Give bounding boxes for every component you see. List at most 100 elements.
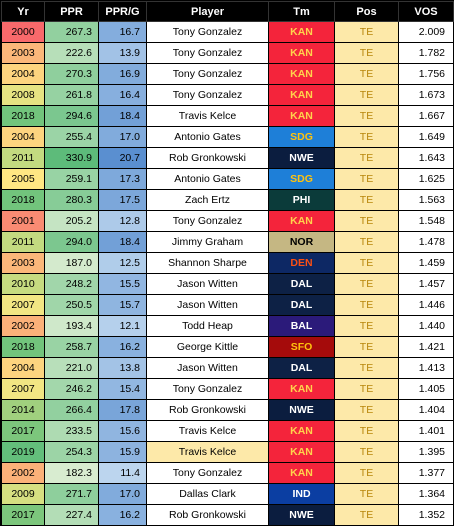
ppr-per-game-cell: 16.9 xyxy=(98,63,147,85)
year-cell: 2011 xyxy=(1,147,45,169)
table-row[interactable]: 2003 187.0 12.5 Shannon Sharpe DEN TE 1.459 xyxy=(1,252,454,274)
vos-cell: 1.421 xyxy=(398,336,454,358)
ppr-cell: 267.3 xyxy=(44,21,99,43)
header-ppr-per-game[interactable]: PPR/G xyxy=(98,1,147,22)
ppr-per-game-cell: 15.7 xyxy=(98,294,147,316)
ppr-cell: 187.0 xyxy=(44,252,99,274)
position-cell: TE xyxy=(334,483,399,505)
year-cell: 2017 xyxy=(1,420,45,442)
table-row[interactable]: 2004 255.4 17.0 Antonio Gates SDG TE 1.649 xyxy=(1,126,454,148)
position-cell: TE xyxy=(334,336,399,358)
header-ppr[interactable]: PPR xyxy=(44,1,99,22)
ppr-cell: 246.2 xyxy=(44,378,99,400)
ppr-per-game-cell: 12.1 xyxy=(98,315,147,337)
team-cell: PHI xyxy=(268,189,335,211)
vos-cell: 2.009 xyxy=(398,21,454,43)
position-cell: TE xyxy=(334,252,399,274)
team-cell: SDG xyxy=(268,168,335,190)
vos-cell: 1.782 xyxy=(398,42,454,64)
year-cell: 2000 xyxy=(1,21,45,43)
ppr-cell: 294.0 xyxy=(44,231,99,253)
table-row[interactable]: 2007 246.2 15.4 Tony Gonzalez KAN TE 1.405 xyxy=(1,378,454,400)
table-row[interactable]: 2004 270.3 16.9 Tony Gonzalez KAN TE 1.756 xyxy=(1,63,454,85)
position-cell: TE xyxy=(334,231,399,253)
vos-cell: 1.364 xyxy=(398,483,454,505)
table-row[interactable]: 2003 222.6 13.9 Tony Gonzalez KAN TE 1.782 xyxy=(1,42,454,64)
table-row[interactable]: 2014 266.4 17.8 Rob Gronkowski NWE TE 1.404 xyxy=(1,399,454,421)
ppr-per-game-cell: 11.4 xyxy=(98,462,147,484)
table-row[interactable]: 2018 294.6 18.4 Travis Kelce KAN TE 1.667 xyxy=(1,105,454,127)
team-cell: KAN xyxy=(268,420,335,442)
ppr-per-game-cell: 12.5 xyxy=(98,252,147,274)
team-cell: KAN xyxy=(268,378,335,400)
table-row[interactable]: 2018 258.7 16.2 George Kittle SFO TE 1.421 xyxy=(1,336,454,358)
year-cell: 2004 xyxy=(1,357,45,379)
table-row[interactable]: 2011 330.9 20.7 Rob Gronkowski NWE TE 1.643 xyxy=(1,147,454,169)
table-row[interactable]: 2019 254.3 15.9 Travis Kelce KAN TE 1.395 xyxy=(1,441,454,463)
ppr-cell: 250.5 xyxy=(44,294,99,316)
position-cell: TE xyxy=(334,189,399,211)
ppr-per-game-cell: 20.7 xyxy=(98,147,147,169)
ppr-per-game-cell: 15.6 xyxy=(98,420,147,442)
position-cell: TE xyxy=(334,42,399,64)
player-cell: Travis Kelce xyxy=(146,441,269,463)
year-cell: 2017 xyxy=(1,504,45,526)
year-cell: 2002 xyxy=(1,462,45,484)
player-cell: Rob Gronkowski xyxy=(146,399,269,421)
year-cell: 2010 xyxy=(1,273,45,295)
header-player[interactable]: Player xyxy=(146,1,269,22)
player-cell: Tony Gonzalez xyxy=(146,63,269,85)
team-cell: KAN xyxy=(268,63,335,85)
position-cell: TE xyxy=(334,399,399,421)
position-cell: TE xyxy=(334,378,399,400)
header-position[interactable]: Pos xyxy=(334,1,399,22)
position-cell: TE xyxy=(334,84,399,106)
player-cell: Jimmy Graham xyxy=(146,231,269,253)
table-row[interactable]: 2007 250.5 15.7 Jason Witten DAL TE 1.446 xyxy=(1,294,454,316)
player-cell: Jason Witten xyxy=(146,273,269,295)
ppr-cell: 233.5 xyxy=(44,420,99,442)
team-cell: DAL xyxy=(268,273,335,295)
table-row[interactable]: 2005 259.1 17.3 Antonio Gates SDG TE 1.625 xyxy=(1,168,454,190)
ppr-per-game-cell: 13.9 xyxy=(98,42,147,64)
table-row[interactable]: 2017 233.5 15.6 Travis Kelce KAN TE 1.401 xyxy=(1,420,454,442)
header-vos[interactable]: VOS xyxy=(398,1,454,22)
ppr-per-game-cell: 12.8 xyxy=(98,210,147,232)
position-cell: TE xyxy=(334,147,399,169)
vos-cell: 1.377 xyxy=(398,462,454,484)
vos-cell: 1.404 xyxy=(398,399,454,421)
ppr-cell: 248.2 xyxy=(44,273,99,295)
team-cell: KAN xyxy=(268,210,335,232)
table-row[interactable]: 2004 221.0 13.8 Jason Witten DAL TE 1.413 xyxy=(1,357,454,379)
table-row[interactable]: 2008 261.8 16.4 Tony Gonzalez KAN TE 1.673 xyxy=(1,84,454,106)
ppr-cell: 294.6 xyxy=(44,105,99,127)
player-cell: Rob Gronkowski xyxy=(146,147,269,169)
team-cell: DEN xyxy=(268,252,335,274)
table-row[interactable]: 2001 205.2 12.8 Tony Gonzalez KAN TE 1.548 xyxy=(1,210,454,232)
year-cell: 2002 xyxy=(1,315,45,337)
table-row[interactable]: 2002 193.4 12.1 Todd Heap BAL TE 1.440 xyxy=(1,315,454,337)
vos-cell: 1.413 xyxy=(398,357,454,379)
vos-cell: 1.440 xyxy=(398,315,454,337)
header-team[interactable]: Tm xyxy=(268,1,335,22)
year-cell: 2004 xyxy=(1,63,45,85)
table-row[interactable]: 2002 182.3 11.4 Tony Gonzalez KAN TE 1.377 xyxy=(1,462,454,484)
table-row[interactable]: 2010 248.2 15.5 Jason Witten DAL TE 1.457 xyxy=(1,273,454,295)
vos-cell: 1.649 xyxy=(398,126,454,148)
position-cell: TE xyxy=(334,294,399,316)
position-cell: TE xyxy=(334,126,399,148)
player-cell: Antonio Gates xyxy=(146,126,269,148)
header-yr[interactable]: Yr xyxy=(1,1,45,22)
ppr-per-game-cell: 17.8 xyxy=(98,399,147,421)
table-row[interactable]: 2017 227.4 16.2 Rob Gronkowski NWE TE 1.352 xyxy=(1,504,454,526)
team-cell: NWE xyxy=(268,504,335,526)
year-cell: 2011 xyxy=(1,231,45,253)
vos-cell: 1.563 xyxy=(398,189,454,211)
table-row[interactable]: 2009 271.7 17.0 Dallas Clark IND TE 1.364 xyxy=(1,483,454,505)
table-row[interactable]: 2000 267.3 16.7 Tony Gonzalez KAN TE 2.009 xyxy=(1,21,454,43)
table-row[interactable]: 2011 294.0 18.4 Jimmy Graham NOR TE 1.478 xyxy=(1,231,454,253)
ppr-cell: 222.6 xyxy=(44,42,99,64)
table-row[interactable]: 2018 280.3 17.5 Zach Ertz PHI TE 1.563 xyxy=(1,189,454,211)
vos-cell: 1.457 xyxy=(398,273,454,295)
position-cell: TE xyxy=(334,210,399,232)
